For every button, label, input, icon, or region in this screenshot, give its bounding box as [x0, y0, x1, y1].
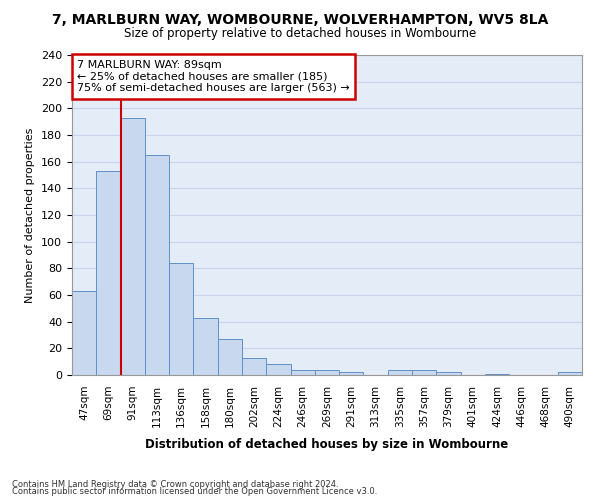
Bar [242, 358, 266, 375]
Bar [315, 370, 339, 375]
Bar [412, 370, 436, 375]
X-axis label: Distribution of detached houses by size in Wombourne: Distribution of detached houses by size … [145, 438, 509, 451]
Bar [169, 263, 193, 375]
Bar [290, 370, 315, 375]
Text: Size of property relative to detached houses in Wombourne: Size of property relative to detached ho… [124, 28, 476, 40]
Text: 7, MARLBURN WAY, WOMBOURNE, WOLVERHAMPTON, WV5 8LA: 7, MARLBURN WAY, WOMBOURNE, WOLVERHAMPTO… [52, 12, 548, 26]
Bar [266, 364, 290, 375]
Text: Contains HM Land Registry data © Crown copyright and database right 2024.: Contains HM Land Registry data © Crown c… [12, 480, 338, 489]
Bar [145, 155, 169, 375]
Bar [485, 374, 509, 375]
Bar [218, 339, 242, 375]
Bar [339, 372, 364, 375]
Bar [193, 318, 218, 375]
Bar [388, 370, 412, 375]
Bar [72, 291, 96, 375]
Bar [96, 171, 121, 375]
Bar [121, 118, 145, 375]
Text: Contains public sector information licensed under the Open Government Licence v3: Contains public sector information licen… [12, 487, 377, 496]
Bar [436, 372, 461, 375]
Bar [558, 372, 582, 375]
Text: 7 MARLBURN WAY: 89sqm
← 25% of detached houses are smaller (185)
75% of semi-det: 7 MARLBURN WAY: 89sqm ← 25% of detached … [77, 60, 350, 93]
Y-axis label: Number of detached properties: Number of detached properties [25, 128, 35, 302]
